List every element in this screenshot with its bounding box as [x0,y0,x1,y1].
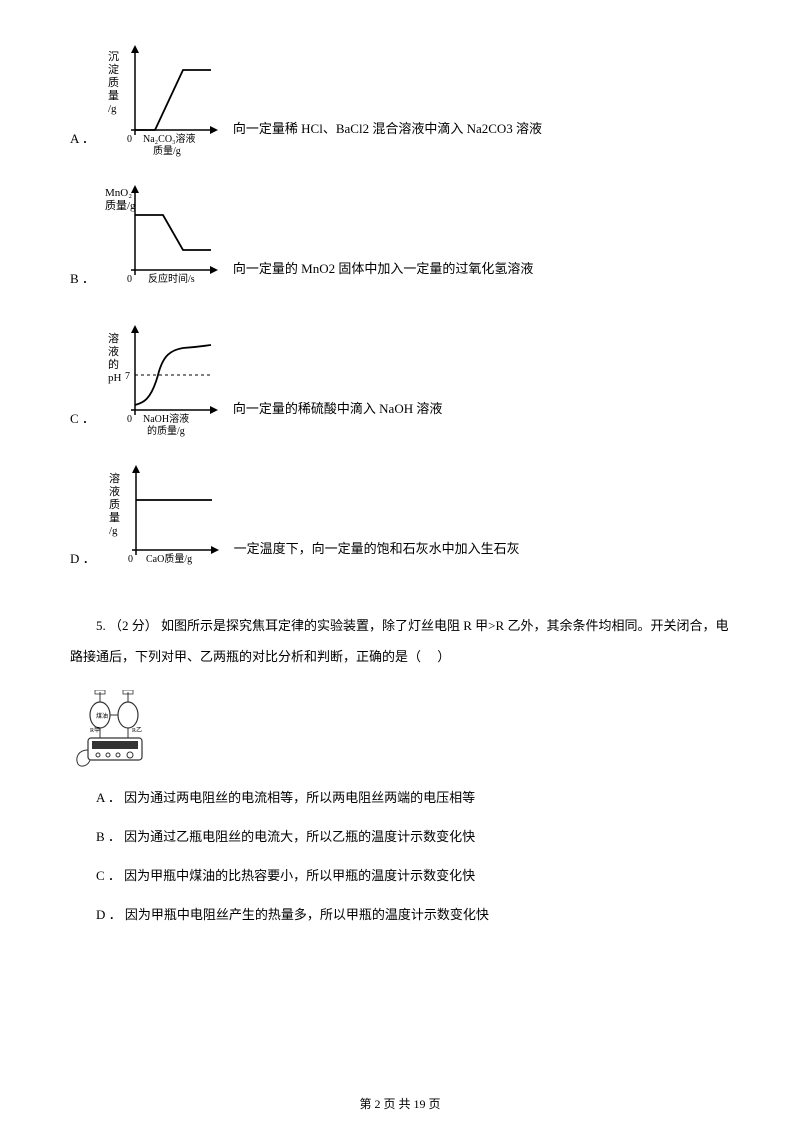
svg-text:液: 液 [108,344,119,358]
svg-text:R乙: R乙 [132,727,142,734]
svg-text:7: 7 [125,371,130,382]
svg-text:0: 0 [127,274,132,285]
option-c-letter: C ． [70,409,95,440]
q5-points: （2 分） [109,618,158,633]
chart-a: 沉 淀 质 量 /g 0 Na₂CO₃溶液 质量/g [103,40,223,160]
svg-text:/g: /g [109,525,118,537]
svg-text:溶: 溶 [109,471,120,485]
chart-d: 溶 液 质 量 /g 0 CaO质量/g [104,460,224,580]
svg-text:煤油: 煤油 [96,712,108,720]
svg-text:质: 质 [108,76,119,89]
joule-device-figure: R甲 R乙 煤油 [70,690,160,770]
option-a-row: A ． 沉 淀 质 量 /g 0 Na₂CO₃溶液 质量/g 向一定量稀 HCl… [70,40,730,160]
option-c-text: 向一定量的稀硫酸中滴入 NaOH 溶液 [233,399,442,440]
option-b-row: B ． MnO₂ 质量/g 0 反应时间/s 向一定量的 MnO2 固体中加入一… [70,180,730,300]
svg-text:R甲: R甲 [90,727,100,734]
svg-text:pH: pH [108,372,122,384]
svg-text:量: 量 [109,511,120,524]
svg-text:的: 的 [108,357,119,371]
q5-answer-a: A ． 因为通过两电阻丝的电流相等，所以两电阻丝两端的电压相等 [70,788,730,809]
option-b-text: 向一定量的 MnO2 固体中加入一定量的过氧化氢溶液 [233,259,533,300]
svg-text:质量/g: 质量/g [153,145,181,157]
svg-text:液: 液 [109,484,120,498]
question-5: 5. （2 分） 如图所示是探究焦耳定律的实验装置，除了灯丝电阻 R 甲>R 乙… [70,610,730,672]
svg-text:质量/g: 质量/g [105,199,136,212]
svg-text:0: 0 [128,554,133,565]
svg-text:反应时间/s: 反应时间/s [148,272,195,285]
svg-text:0: 0 [127,414,132,425]
svg-text:淀: 淀 [108,62,119,76]
option-d-letter: D ． [70,549,96,580]
option-a-letter: A ． [70,129,95,160]
svg-text:质: 质 [109,498,120,511]
chart-b: MnO₂ 质量/g 0 反应时间/s [103,180,223,300]
option-d-text: 一定温度下，向一定量的饱和石灰水中加入生石灰 [234,539,520,580]
q5-answer-d: D ． 因为甲瓶中电阻丝产生的热量多，所以甲瓶的温度计示数变化快 [70,905,730,926]
chart-c: 溶 液 的 pH 7 0 NaOH溶液 的质量/g [103,320,223,440]
svg-text:量: 量 [108,89,119,102]
svg-text:CaO质量/g: CaO质量/g [146,553,192,565]
svg-text:0: 0 [127,134,132,145]
svg-text:/g: /g [108,103,117,115]
svg-text:溶: 溶 [108,331,119,345]
svg-text:沉: 沉 [108,50,119,63]
q5-answer-b: B ． 因为通过乙瓶电阻丝的电流大，所以乙瓶的温度计示数变化快 [70,827,730,848]
q5-stem: 如图所示是探究焦耳定律的实验装置，除了灯丝电阻 R 甲>R 乙外，其余条件均相同… [70,618,728,664]
svg-text:NaOH溶液: NaOH溶液 [143,412,189,425]
curve-b [135,215,211,250]
svg-text:MnO₂: MnO₂ [105,187,132,199]
option-c-row: C ． 溶 液 的 pH 7 0 NaOH溶液 的质量/g 向一定量的稀硫酸中滴… [70,320,730,440]
page-footer: 第 2 页 共 19 页 [0,1095,800,1114]
option-a-text: 向一定量稀 HCl、BaCl2 混合溶液中滴入 Na2CO3 溶液 [233,119,542,160]
curve-a [135,70,211,130]
svg-text:Na₂CO₃溶液: Na₂CO₃溶液 [143,132,196,145]
option-b-letter: B ． [70,269,95,300]
option-d-row: D ． 溶 液 质 量 /g 0 CaO质量/g 一定温度下，向一定量的饱和石灰… [70,460,730,580]
q5-number: 5. [96,618,106,633]
q5-answer-c: C ． 因为甲瓶中煤油的比热容要小，所以甲瓶的温度计示数变化快 [70,866,730,887]
svg-text:的质量/g: 的质量/g [147,424,185,437]
